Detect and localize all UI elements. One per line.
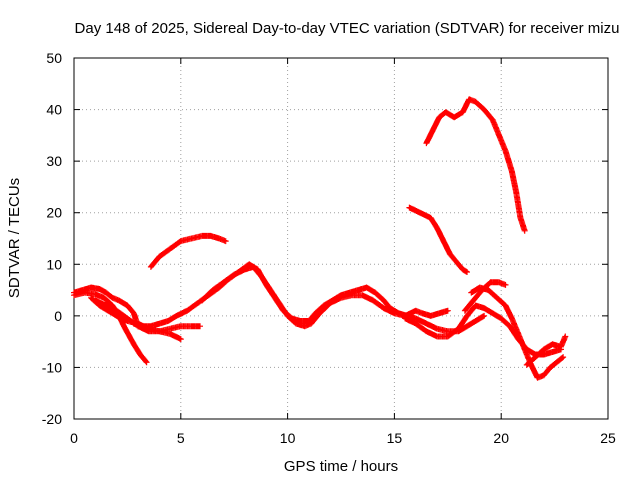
y-tick-label: 0 <box>54 308 62 324</box>
series-trace-12 <box>468 284 567 381</box>
x-tick-label: 20 <box>493 430 509 446</box>
x-axis-label: GPS time / hours <box>284 458 398 475</box>
x-ticks: 0 5 10 15 20 25 <box>70 58 616 446</box>
series-trace-13 <box>523 333 569 368</box>
y-axis-label: SDTVAR / TECUs <box>6 178 23 298</box>
data-series <box>71 96 569 381</box>
series-trace-06 <box>199 263 451 330</box>
series-trace-09 <box>423 96 528 234</box>
x-tick-label: 5 <box>177 430 185 446</box>
x-tick-label: 10 <box>280 430 296 446</box>
x-tick-label: 0 <box>70 430 78 446</box>
y-tick-label: -10 <box>42 359 62 375</box>
y-tick-label: 20 <box>46 205 62 221</box>
series-trace-10 <box>402 302 564 358</box>
y-ticks: -20 -10 0 10 20 30 40 50 <box>42 50 608 427</box>
y-tick-label: -20 <box>42 411 62 427</box>
x-tick-label: 15 <box>387 430 403 446</box>
y-tick-label: 40 <box>46 102 62 118</box>
y-tick-label: 50 <box>46 50 62 66</box>
series-trace-08 <box>406 204 470 275</box>
x-tick-label: 25 <box>600 430 616 446</box>
y-tick-label: 10 <box>46 256 62 272</box>
series-trace-07 <box>147 232 229 270</box>
y-tick-label: 30 <box>46 153 62 169</box>
chart-title: Day 148 of 2025, Sidereal Day-to-day VTE… <box>75 20 620 37</box>
plot-frame <box>73 57 609 420</box>
